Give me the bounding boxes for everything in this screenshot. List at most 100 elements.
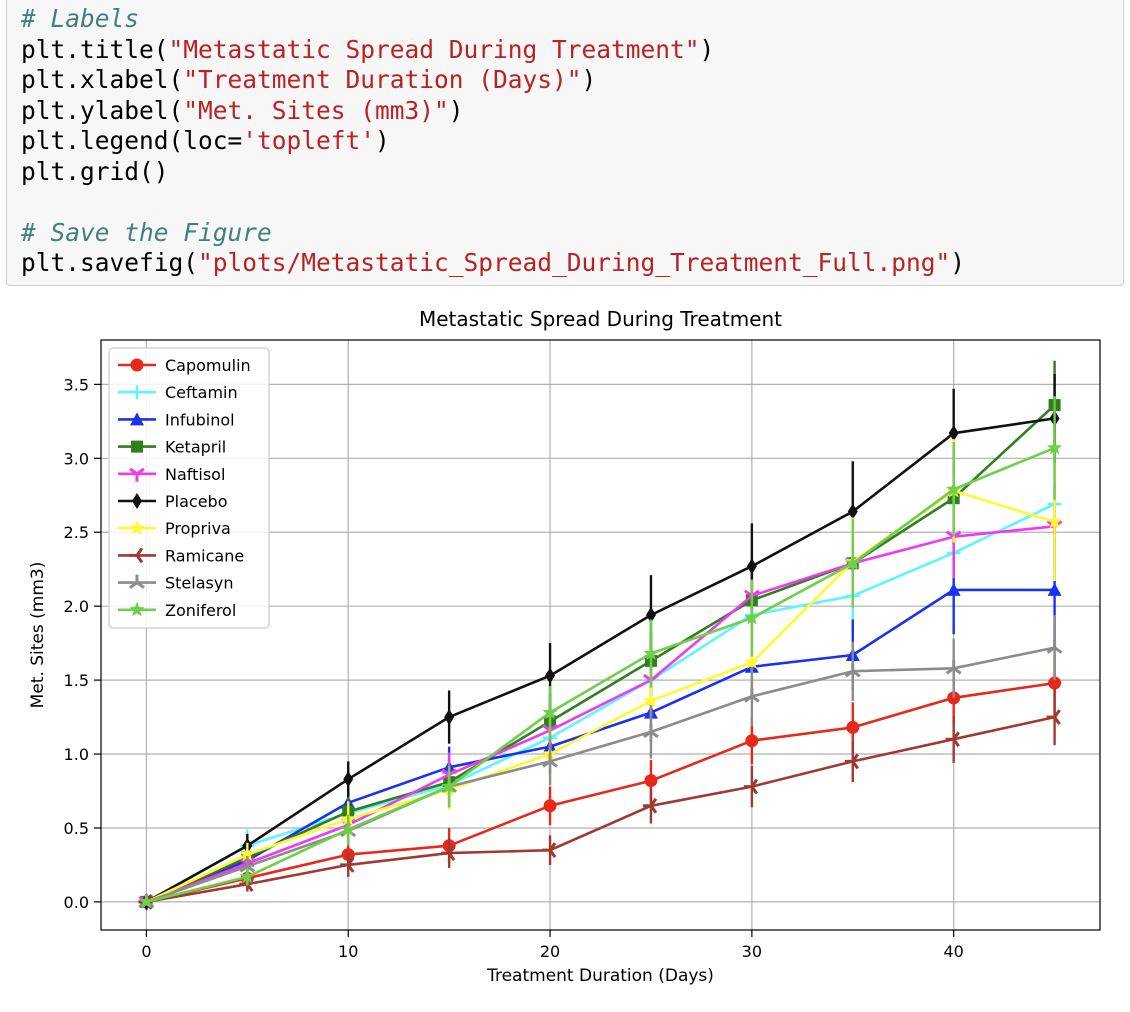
legend-marker <box>130 385 144 400</box>
code-function: plt.xlabel( <box>21 65 184 94</box>
y-tick-label: 3.0 <box>64 449 89 468</box>
data-point <box>1046 709 1061 725</box>
y-tick-label: 1.5 <box>64 671 89 690</box>
code-string: 'topleft' <box>242 126 376 155</box>
y-tick-label: 0.0 <box>64 893 89 912</box>
legend-marker <box>129 574 145 589</box>
code-function: plt.legend(loc= <box>21 126 243 155</box>
legend-label: Naftisol <box>165 465 225 484</box>
legend-label: Capomulin <box>165 356 251 375</box>
legend-marker <box>129 467 145 482</box>
data-point <box>1046 639 1063 654</box>
code-line: plt.grid() <box>21 157 169 186</box>
data-point <box>643 692 659 708</box>
data-point <box>444 709 455 726</box>
legend-item: Naftisol <box>118 465 225 484</box>
series-line <box>146 681 1055 904</box>
x-tick-label: 20 <box>540 942 560 961</box>
code-function: plt.ylabel( <box>21 95 184 125</box>
code-line: plt.xlabel("Treatment Duration (Days)") <box>21 65 596 94</box>
data-point <box>743 688 760 703</box>
code-line: # Labels <box>21 4 139 33</box>
y-tick-label: 2.5 <box>64 523 89 542</box>
code-block[interactable]: # Labels plt.title("Metastatic Spread Du… <box>21 4 965 279</box>
data-point <box>746 558 757 575</box>
data-point <box>946 582 961 596</box>
line-chart: 0 10 20 30 40 0.0 0.5 1.0 1.5 2.0 2.5 3.0 3.5 Metasta… <box>28 307 1101 986</box>
code-string: "Treatment Duration (Days)" <box>183 65 582 94</box>
legend-marker <box>129 547 144 564</box>
y-tick-label: 2.0 <box>64 597 89 616</box>
data-point <box>744 654 760 669</box>
legend: Capomulin Ceftamin Infubinol Ketapril Naftis… <box>108 347 270 629</box>
code-line: plt.savefig("plots/Metastatic_Spread_Dur… <box>21 248 965 277</box>
data-point <box>542 842 557 859</box>
legend-marker <box>132 493 142 509</box>
legend-item: Placebo <box>118 492 227 511</box>
code-line: plt.title("Metastatic Spread During Trea… <box>21 35 714 64</box>
data-point <box>239 868 255 884</box>
code-line: # Save the Figure <box>21 218 272 247</box>
grid <box>101 340 1100 930</box>
code-comment: # Save the Figure <box>21 217 272 247</box>
code-string: "plots/Metastatic_Spread_During_Treatmen… <box>198 248 951 277</box>
code-punctuation: ) <box>699 34 715 64</box>
data-point <box>545 667 556 684</box>
legend-label: Propriva <box>165 519 231 538</box>
x-tick-label: 40 <box>944 942 964 961</box>
data-point <box>239 846 255 862</box>
data-point <box>542 753 558 768</box>
y-tick-label: 0.5 <box>64 819 89 838</box>
data-point <box>642 797 658 814</box>
data-point <box>441 778 457 793</box>
legend-label: Ketapril <box>165 438 226 457</box>
code-function: plt.title( <box>21 34 169 64</box>
legend-marker <box>129 520 145 535</box>
legend-label: Infubinol <box>165 410 235 429</box>
code-text: plt.grid() <box>21 156 169 186</box>
legend-marker <box>131 440 143 453</box>
code-cell[interactable]: # Labels plt.title("Metastatic Spread Du… <box>6 0 1124 286</box>
chart-output: 0 10 20 30 40 0.0 0.5 1.0 1.5 2.0 2.5 3.0 3.5 Metasta… <box>0 296 1130 1008</box>
legend-item: Capomulin <box>118 356 251 375</box>
x-tick-label: 10 <box>338 942 358 961</box>
legend-item: Stelasyn <box>118 574 233 593</box>
x-tick-label: 30 <box>742 942 762 961</box>
code-comment: # Labels <box>21 4 140 33</box>
data-point <box>844 753 859 770</box>
data-point <box>844 663 861 678</box>
series-line <box>145 417 1055 904</box>
y-tick-label: 3.5 <box>64 375 89 394</box>
data-point <box>138 893 154 909</box>
legend-item: Propriva <box>118 519 231 538</box>
data-point <box>1047 582 1062 596</box>
legend-item: Ceftamin <box>118 383 238 402</box>
data-point <box>343 771 354 788</box>
series-group <box>138 360 1063 910</box>
data-point <box>948 425 959 442</box>
x-axis-label: Treatment Duration (Days) <box>486 966 714 986</box>
legend-marker <box>130 358 144 372</box>
code-string: "Met. Sites (mm3)" <box>183 95 449 125</box>
data-point <box>945 660 962 675</box>
legend-label: Stelasyn <box>165 574 233 593</box>
legend-label: Ramicane <box>165 546 244 565</box>
legend-item: Ramicane <box>118 546 244 565</box>
data-point <box>846 720 860 734</box>
data-point <box>643 645 659 660</box>
y-axis-label: Met. Sites (mm3) <box>28 562 48 709</box>
legend-label: Zoniferol <box>165 601 236 620</box>
data-point <box>543 799 557 813</box>
data-point <box>645 607 656 624</box>
legend-item: Ketapril <box>118 438 226 457</box>
data-point <box>239 858 256 873</box>
data-point <box>845 555 861 570</box>
data-point <box>1047 513 1063 529</box>
series-line <box>145 646 1055 904</box>
legend-box <box>108 347 270 629</box>
code-string: "Metastatic Spread During Treatment" <box>168 34 700 64</box>
series-line <box>145 525 1055 904</box>
legend-marker <box>130 412 144 426</box>
legend-marker <box>129 601 145 617</box>
data-point <box>542 704 558 720</box>
